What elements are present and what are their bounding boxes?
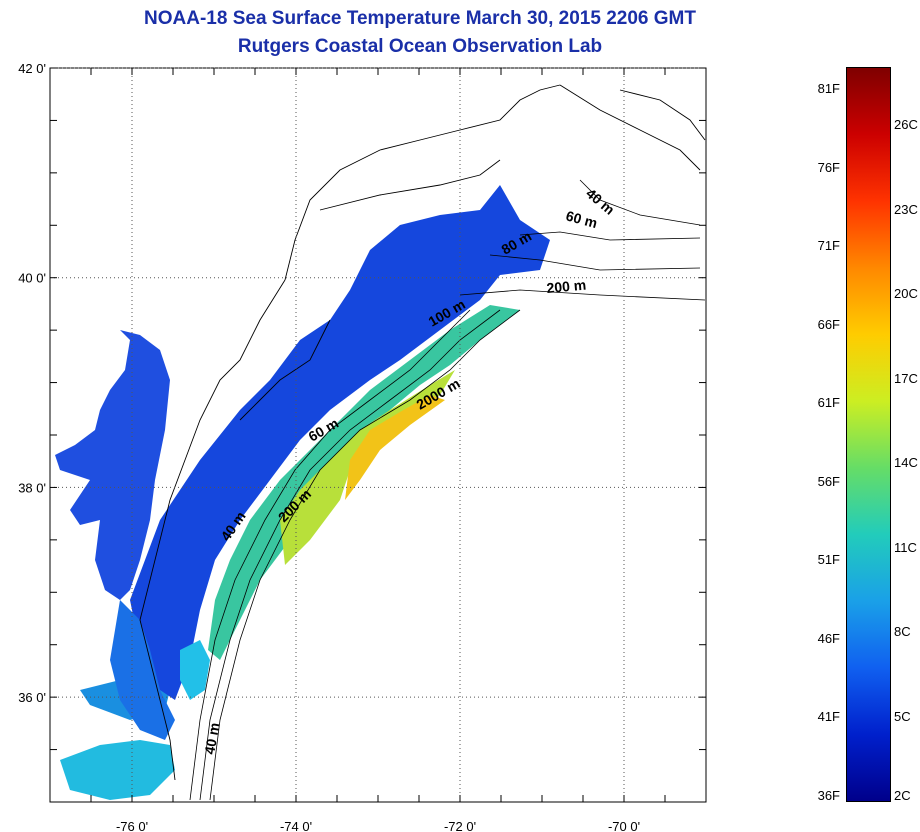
colorbar-celsius-label: 11C — [894, 539, 917, 555]
colorbar-fahrenheit-label: 36F — [817, 788, 840, 803]
colorbar-celsius-label: 2C — [894, 788, 911, 803]
latitude-tick-label: 38 0' — [18, 480, 46, 495]
latitude-tick-label: 42 0' — [18, 61, 46, 76]
colorbar-fahrenheit-label: 46F — [817, 630, 840, 646]
colorbar-fahrenheit-label: 51F — [817, 552, 840, 567]
colorbar-celsius-label: 17C — [894, 370, 918, 386]
map-subtitle: Rutgers Coastal Ocean Observation Lab — [237, 36, 603, 57]
colorbar-fahrenheit-label: 41F — [817, 709, 840, 724]
contour-label: 40 m — [201, 721, 222, 755]
colorbar-celsius-label: 23C — [894, 201, 918, 217]
sst-image-data — [55, 185, 550, 800]
colorbar-celsius-label: 8C — [894, 624, 911, 639]
coastline — [139, 84, 706, 781]
colorbar-fahrenheit-label: 76F — [817, 159, 840, 175]
colorbar-fahrenheit-label: 56F — [817, 473, 840, 489]
contour-label: 200 m — [546, 277, 587, 296]
south-shelf-water — [110, 600, 175, 740]
longitude-tick-label: -72 0' — [444, 819, 476, 832]
colorbar-celsius-label: 14C — [894, 455, 918, 470]
colorbar-celsius-label: 26C — [894, 117, 918, 132]
latitude-tick-label: 40 0' — [18, 271, 46, 286]
colorbar-fahrenheit-label: 61F — [817, 395, 840, 410]
south-shelf-water-2 — [180, 640, 210, 700]
map-title: NOAA-18 Sea Surface Temperature March 30… — [144, 8, 696, 29]
color-scale-bar — [846, 67, 891, 802]
longitude-tick-label: -74 0' — [280, 819, 312, 832]
shelf-water-cold — [130, 185, 550, 700]
colorbar-fahrenheit-label: 81F — [817, 81, 840, 96]
colorbar-celsius-label: 20C — [894, 286, 918, 301]
contour-label: 60 m — [564, 207, 599, 231]
slope-water-warmer — [280, 370, 455, 565]
gulf-stream-edge — [345, 395, 445, 500]
axis-tick-marks — [49, 67, 707, 803]
latitude-tick-label: 36 0' — [18, 690, 46, 705]
colorbar-fahrenheit-label: 66F — [817, 316, 840, 332]
colorbar-celsius-label: 5C — [894, 708, 911, 724]
longitude-tick-label: -76 0' — [116, 819, 148, 832]
longitude-tick-label: -70 0' — [608, 819, 640, 832]
axis-tick-labels: -76 0' -74 0' -72 0' -70 0' 42 0' 40 0' 38 0' 3… — [18, 61, 640, 832]
colorbar-fahrenheit-label: 71F — [817, 238, 840, 253]
pamlico-sound-water — [60, 740, 175, 800]
chesapeake-bay-water — [55, 330, 170, 600]
